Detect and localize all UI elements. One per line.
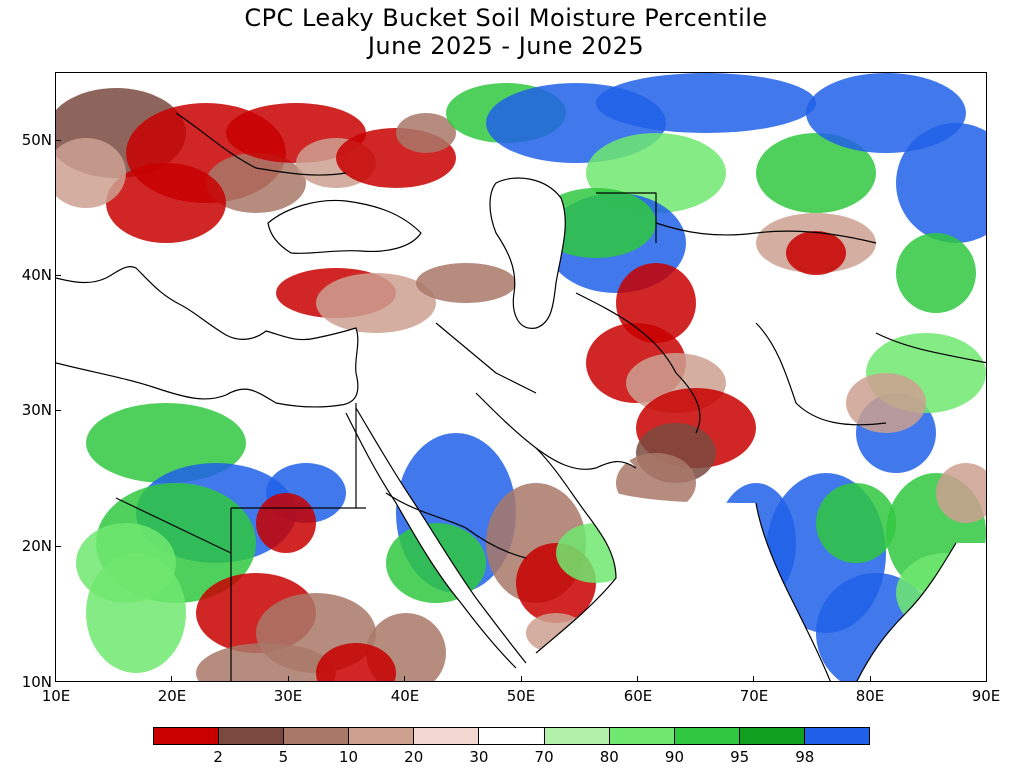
moisture-patch [416, 263, 516, 303]
y-tick [55, 546, 61, 547]
legend-swatch-4 [414, 728, 480, 744]
legend-swatch-0 [154, 728, 220, 744]
y-tick [55, 275, 61, 276]
moisture-patch [596, 73, 816, 133]
color-legend-bar [153, 727, 870, 745]
mediterranean-coast [56, 266, 359, 408]
legend-swatch-8 [674, 728, 740, 744]
y-tick [55, 140, 61, 141]
x-label-70e: 70E [739, 687, 769, 705]
y-label-40n: 40N [21, 266, 52, 284]
y-tick [55, 410, 61, 411]
legend-label: 10 [338, 748, 359, 766]
border-10 [875, 332, 986, 364]
x-tick [404, 676, 406, 682]
moisture-patch [816, 483, 896, 563]
x-label-90e: 90E [971, 687, 1001, 705]
red-sea-coast [345, 412, 517, 669]
moisture-patch [56, 138, 126, 208]
legend-swatch-3 [349, 728, 415, 744]
moisture-patch [106, 163, 226, 243]
x-tick [869, 676, 871, 682]
moisture-patch [316, 273, 436, 333]
moisture-patch [786, 231, 846, 275]
legend-swatch-7 [609, 728, 675, 744]
border-5 [435, 322, 537, 394]
legend-label: 95 [730, 748, 750, 766]
legend-swatch-6 [544, 728, 610, 744]
moisture-patch [86, 553, 186, 673]
legend-label: 98 [795, 748, 815, 766]
water-body [476, 393, 636, 470]
legend-swatch-10 [804, 728, 870, 744]
x-tick [55, 676, 56, 682]
legend-label: 90 [664, 748, 684, 766]
red-sea-coast-east [355, 407, 527, 664]
legend-label: 2 [213, 748, 223, 766]
x-label-10e: 10E [41, 687, 71, 705]
moisture-patch [756, 133, 876, 213]
border-6 [575, 292, 701, 434]
x-label-20e: 20E [157, 687, 187, 705]
legend-swatch-2 [284, 728, 350, 744]
black-sea-coast [267, 199, 422, 254]
border-4 [115, 497, 232, 554]
x-label-80e: 80E [855, 687, 885, 705]
x-label-60e: 60E [623, 687, 653, 705]
moisture-patch [896, 123, 986, 243]
arabian-coast [535, 447, 617, 654]
persian-gulf-coast [475, 392, 637, 470]
moisture-patch [206, 153, 306, 213]
y-label-10n: 10N [21, 673, 52, 691]
x-label-50e: 50E [506, 687, 536, 705]
y-label-50n: 50N [21, 131, 52, 149]
border-11 [385, 492, 527, 559]
water-body [490, 178, 566, 329]
legend-swatch-1 [219, 728, 285, 744]
legend-swatch-5 [479, 728, 545, 744]
india-coast [755, 502, 831, 681]
border-9 [596, 192, 657, 243]
y-label-20n: 20N [21, 537, 52, 555]
soil-moisture-map [56, 73, 986, 681]
water-body [268, 200, 421, 254]
x-tick [171, 676, 173, 682]
legend-label: 5 [278, 748, 289, 766]
moisture-patch [316, 643, 396, 681]
bay-of-bengal-coast [856, 542, 957, 681]
water-body [56, 266, 358, 408]
moisture-patch [846, 373, 926, 433]
y-tick [55, 681, 61, 682]
y-label-30n: 30N [21, 401, 52, 419]
caspian-sea-coast [489, 177, 566, 329]
x-tick [636, 676, 638, 682]
moisture-patch [256, 493, 316, 553]
border-8 [755, 322, 887, 426]
legend-label: 80 [599, 748, 619, 766]
x-label-40e: 40E [390, 687, 420, 705]
border-7 [655, 222, 877, 244]
moisture-patch [86, 403, 246, 483]
map-panel [55, 72, 987, 682]
water-body [857, 543, 986, 681]
water-body [536, 493, 831, 681]
x-tick [753, 676, 755, 682]
legend-label: 20 [404, 748, 424, 766]
map-subtitle-period: June 2025 - June 2025 [367, 32, 645, 60]
moisture-patch [536, 188, 656, 258]
legend-swatch-9 [739, 728, 805, 744]
moisture-patch [896, 233, 976, 313]
border-12 [175, 112, 347, 176]
x-label-30e: 30E [273, 687, 303, 705]
x-tick [520, 676, 522, 682]
map-title: CPC Leaky Bucket Soil Moisture Percentil… [244, 4, 768, 32]
moisture-patch [936, 463, 986, 523]
x-tick [986, 676, 987, 682]
moisture-patch [396, 113, 456, 153]
legend-label: 70 [534, 748, 554, 766]
x-tick [287, 676, 289, 682]
legend-label: 30 [469, 748, 489, 766]
